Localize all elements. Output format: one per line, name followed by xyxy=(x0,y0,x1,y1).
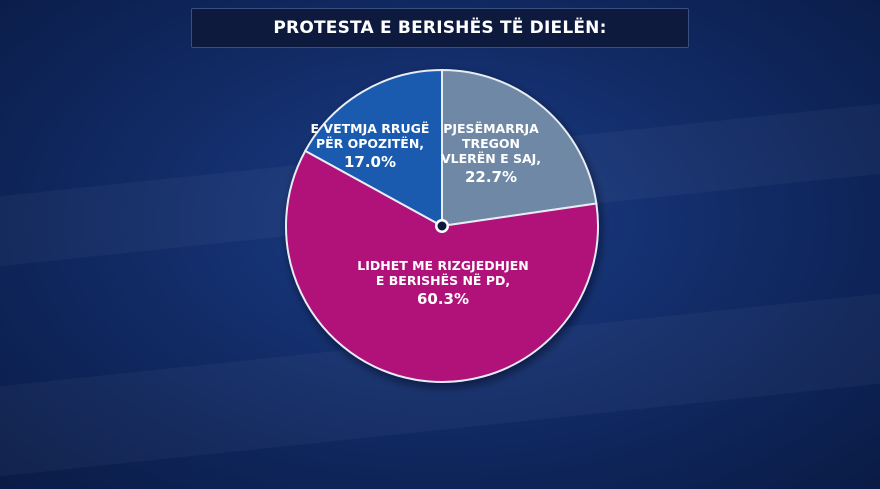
pie-slice xyxy=(303,68,443,228)
slice-value-label: 22.7% xyxy=(465,168,517,186)
chart-title: PROTESTA E BERISHËS TË DIELËN: xyxy=(273,18,607,38)
slice-label: E BERISHËS NË PD, xyxy=(376,273,510,288)
slice-label: E VETMJA RRUGË xyxy=(311,121,430,136)
pie-slice xyxy=(285,149,599,383)
slice-label: PËR OPOZITËN, xyxy=(316,136,424,151)
slice-value-label: 17.0% xyxy=(344,153,396,171)
chart-title-box: PROTESTA E BERISHËS TË DIELËN: xyxy=(191,8,689,48)
pie-center-dot xyxy=(437,221,447,231)
slice-label: LIDHET ME RIZGJEDHJEN xyxy=(357,258,528,273)
slice-label: TREGON xyxy=(462,136,520,151)
slice-value-label: 60.3% xyxy=(417,290,469,308)
pie-slice xyxy=(441,68,598,228)
slice-label: VLERËN E SAJ, xyxy=(441,151,541,166)
slice-label: PJESËMARRJA xyxy=(443,121,539,136)
